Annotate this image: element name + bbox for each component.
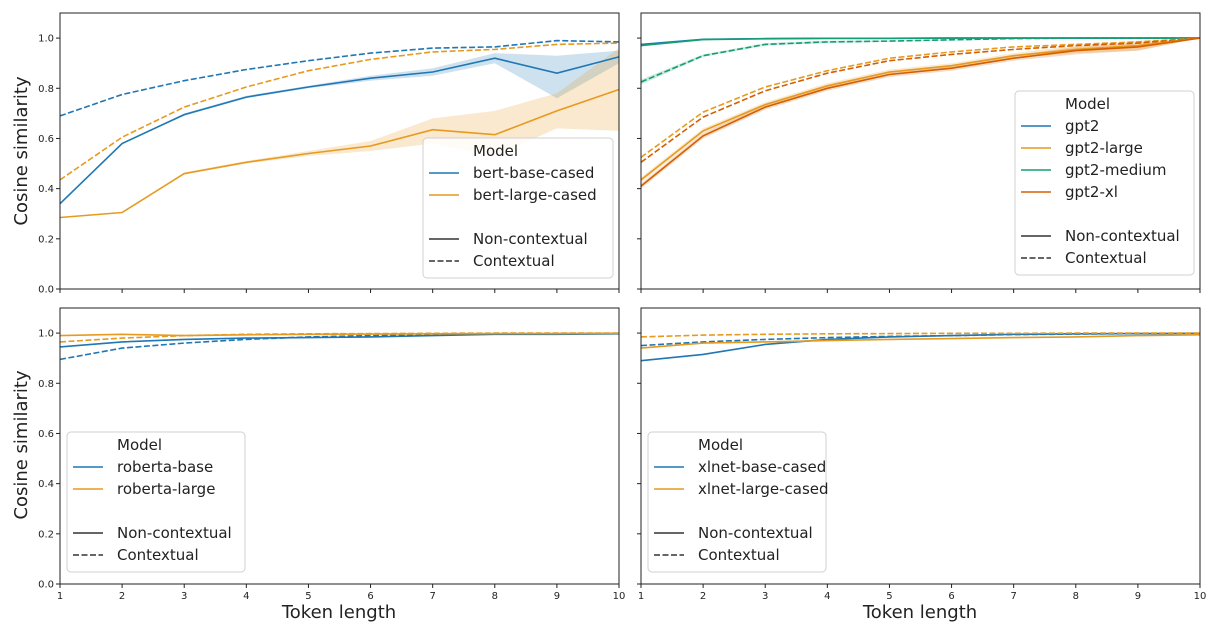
series-line-gpt2-medium-dashed <box>640 37 1200 83</box>
x-tick-label: 6 <box>367 591 373 602</box>
legend-label-xlnet-base-cased: xlnet-base-cased <box>698 458 826 476</box>
legend-label-gpt2: gpt2 <box>1065 117 1099 135</box>
ci-band-bert-large-cased <box>60 48 619 218</box>
legend-label-roberta-base: roberta-base <box>117 458 213 476</box>
y-tick-label: 0.2 <box>38 529 54 540</box>
series-line-gpt2-xl-solid <box>640 37 1201 187</box>
legend-label-bert-large-cased: bert-large-cased <box>473 186 597 204</box>
y-tick-label: 0.6 <box>38 134 54 145</box>
ylabel-top: Cosine similarity <box>11 76 32 226</box>
legend-box <box>422 137 614 279</box>
x-tick-label: 1 <box>57 591 63 602</box>
axes-frame <box>59 307 620 585</box>
y-tick-label: 0.4 <box>38 184 54 195</box>
x-tick-label: 6 <box>948 591 954 602</box>
legend-style-label: Non-contextual <box>698 524 813 542</box>
legend: Model bert-base-cased bert-large-cased Non-… <box>422 137 614 279</box>
x-tick-label: 3 <box>181 591 187 602</box>
xlabel-right: Token length <box>862 602 977 623</box>
panel-bert: 0.0 0.2 0.4 0.6 0.8 1.0 Model bert-base-cased be… <box>38 12 620 296</box>
series-line-bert-base-cased-dashed <box>59 39 620 117</box>
x-tick-label: 9 <box>554 591 560 602</box>
x-tick-label: 4 <box>824 591 830 602</box>
legend-style-label: Contextual <box>1065 249 1147 267</box>
x-tick-label: 7 <box>429 591 435 602</box>
legend-label-gpt2-large: gpt2-large <box>1065 139 1143 157</box>
series-line-gpt2-xl-dashed <box>640 37 1201 163</box>
legend-title: Model <box>117 436 162 454</box>
xlabel-left: Token length <box>281 602 396 623</box>
panel-xlnet: 1 2 3 4 5 6 7 8 9 10 Model xlnet-base-cased xlnet-la… <box>637 307 1207 602</box>
legend-style-label: Non-contextual <box>117 524 232 542</box>
legend-label-gpt2-xl: gpt2-xl <box>1065 183 1118 201</box>
x-tick-label: 2 <box>119 591 125 602</box>
series-line-roberta-base-dashed <box>59 332 620 361</box>
legend: Model xlnet-base-cased xlnet-large-cased No… <box>647 431 829 573</box>
axes-frame <box>640 12 1201 290</box>
panels: 0.0 0.2 0.4 0.6 0.8 1.0 Model bert-base-cased be… <box>38 12 1207 602</box>
y-tick-label: 1.0 <box>38 34 54 45</box>
legend-title: Model <box>698 436 743 454</box>
x-tick-label: 5 <box>305 591 311 602</box>
y-tick-label: 0.8 <box>38 84 54 95</box>
legend-style-label: Contextual <box>117 546 199 564</box>
legend: Model gpt2 gpt2-large gpt2-medium gpt2-xl Non… <box>1014 90 1195 276</box>
legend: Model roberta-base roberta-large Non-contex… <box>66 431 246 573</box>
panel-roberta: 0.0 0.2 0.4 0.6 0.8 1.0 1 2 3 4 5 6 7 8 9 10 Model robert… <box>38 307 626 602</box>
y-tick-label: 0.8 <box>38 379 54 390</box>
legend-style-label: Non-contextual <box>1065 227 1180 245</box>
x-tick-label: 7 <box>1010 591 1016 602</box>
series-line-xlnet-base-cased-solid <box>640 332 1201 362</box>
axes-frame <box>640 307 1201 585</box>
y-tick-label: 0.6 <box>38 429 54 440</box>
legend-title: Model <box>1065 95 1110 113</box>
y-tick-label: 1.0 <box>38 329 54 340</box>
axes-frame <box>59 12 620 290</box>
legend-box <box>66 431 246 573</box>
series-line-gpt2-large-solid <box>640 37 1201 181</box>
legend-style-label: Non-contextual <box>473 230 588 248</box>
legend-box <box>1014 90 1195 276</box>
series-line-bert-large-cased-solid <box>59 88 620 219</box>
y-tick-label: 0.0 <box>38 285 54 296</box>
series-line-xlnet-large-cased-solid <box>640 334 1201 349</box>
series-line-roberta-large-solid <box>59 332 620 337</box>
legend-title: Model <box>473 142 518 160</box>
y-tick-label: 0.4 <box>38 479 54 490</box>
y-tick-label: 0.2 <box>38 234 54 245</box>
x-tick-label: 9 <box>1135 591 1141 602</box>
x-tick-label: 10 <box>1194 591 1207 602</box>
legend-label-roberta-large: roberta-large <box>117 480 215 498</box>
x-tick-label: 4 <box>243 591 249 602</box>
y-tick-label: 0.0 <box>38 580 54 591</box>
series-line-bert-base-cased-solid <box>59 56 620 205</box>
x-tick-label: 5 <box>886 591 892 602</box>
legend-style-label: Contextual <box>473 252 555 270</box>
x-tick-label: 1 <box>638 591 644 602</box>
ylabel-bottom: Cosine similarity <box>11 370 32 520</box>
x-tick-label: 10 <box>613 591 626 602</box>
legend-label-bert-base-cased: bert-base-cased <box>473 164 594 182</box>
x-tick-label: 8 <box>492 591 498 602</box>
panel-gpt2: Model gpt2 gpt2-large gpt2-medium gpt2-xl Non… <box>637 12 1201 293</box>
x-tick-label: 8 <box>1073 591 1079 602</box>
legend-style-label: Contextual <box>698 546 780 564</box>
legend-box <box>647 431 827 573</box>
x-tick-label: 3 <box>762 591 768 602</box>
legend-label-gpt2-medium: gpt2-medium <box>1065 161 1167 179</box>
series-line-gpt2-large-dashed <box>640 37 1201 158</box>
x-tick-label: 2 <box>700 591 706 602</box>
ci-band-bert-base-cased <box>60 50 619 204</box>
legend-label-xlnet-large-cased: xlnet-large-cased <box>698 480 829 498</box>
